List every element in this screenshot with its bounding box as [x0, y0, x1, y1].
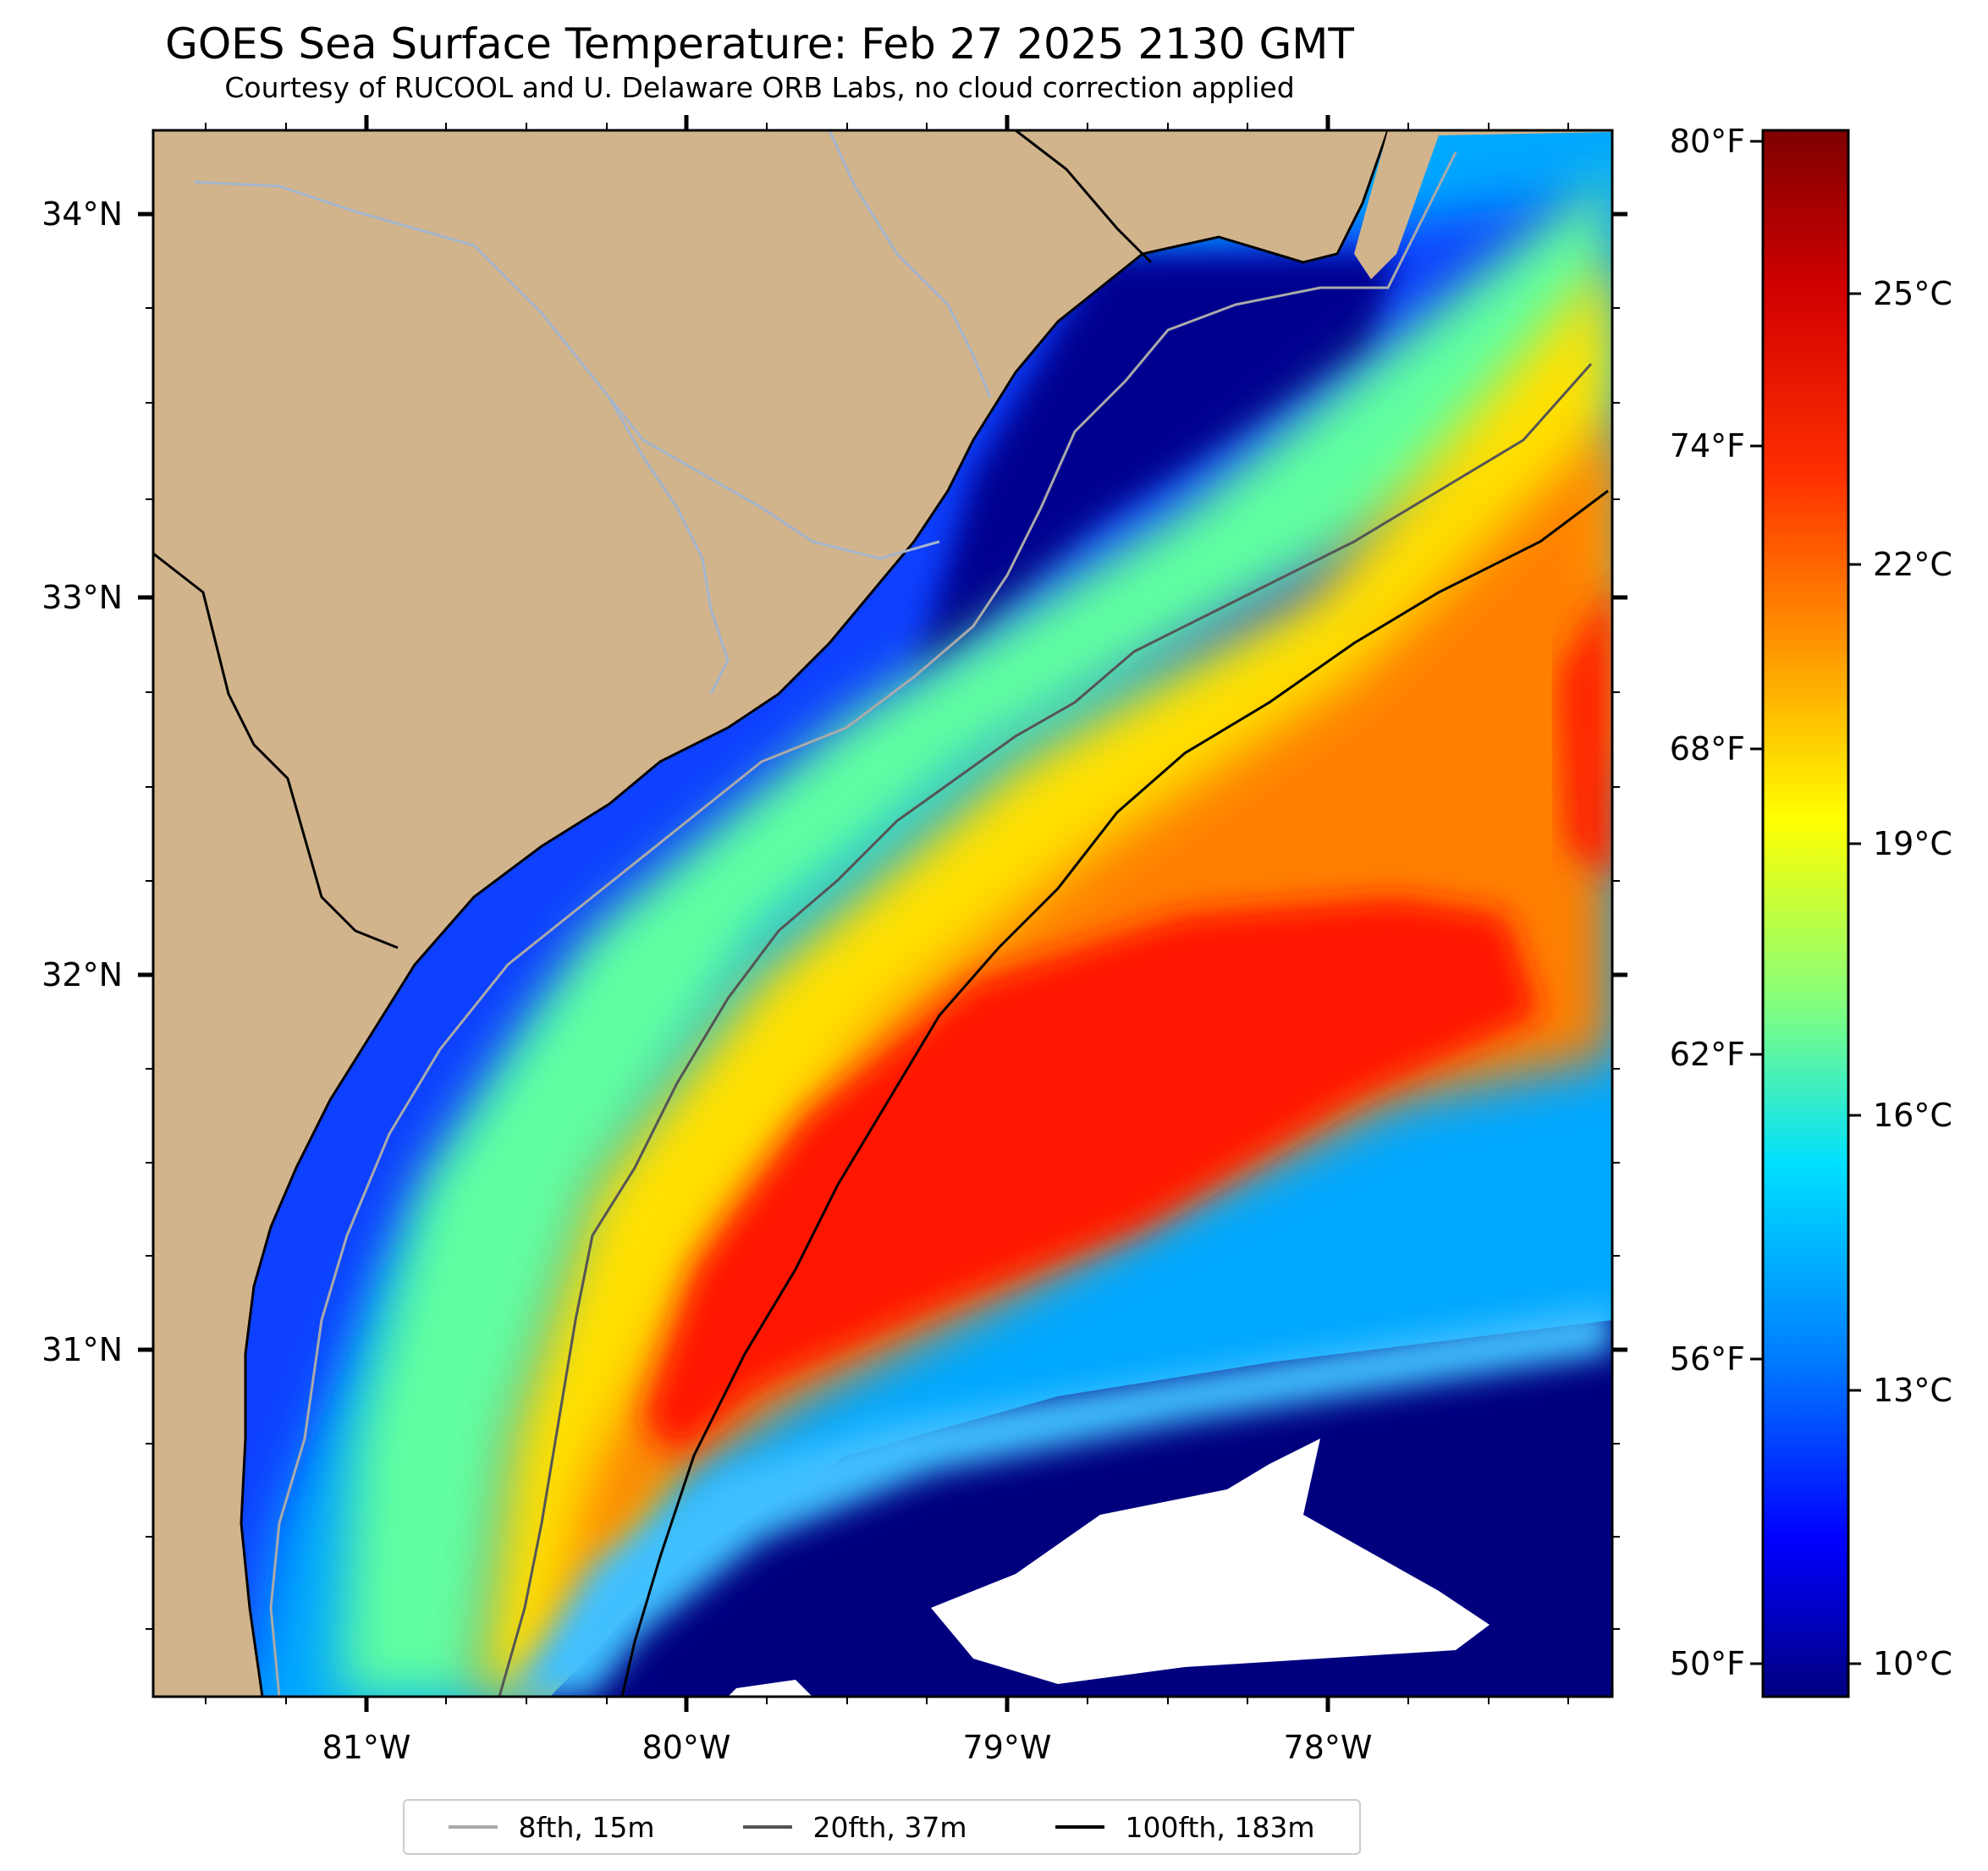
river-north — [828, 130, 992, 399]
colorbar-f-label-74: 74°F — [1670, 427, 1745, 465]
colorbar-f-label-62: 62°F — [1670, 1036, 1745, 1073]
legend-swatch-8fth — [449, 1825, 498, 1829]
legend-item-20fth: 20fth, 37m — [743, 1811, 966, 1844]
colorbar-c-label-13: 13°C — [1873, 1372, 1952, 1409]
legend-item-8fth: 8fth, 15m — [449, 1810, 655, 1844]
lon-label-80: 80°W — [642, 1729, 731, 1766]
cloud-mask-small — [728, 1680, 812, 1697]
legend-swatch-20fth — [743, 1825, 793, 1829]
isobath-legend: 8fth, 15m 20fth, 37m 100fth, 183m — [403, 1799, 1361, 1855]
colorbar-c-label-22: 22°C — [1873, 546, 1952, 583]
cold-pocket-north — [914, 254, 1396, 677]
legend-label-20fth: 20fth, 37m — [812, 1810, 967, 1844]
river-branch — [608, 397, 730, 695]
warm-patch-east — [1557, 575, 1612, 880]
lat-label-34: 34°N — [41, 195, 123, 233]
minor-ticks — [146, 123, 1620, 1704]
legend-swatch-100fth — [1055, 1825, 1105, 1829]
frontal-mixing — [508, 1303, 1612, 1697]
colorbar-c-label-19: 19°C — [1873, 825, 1952, 862]
legend-label-8fth: 8fth, 15m — [518, 1810, 655, 1844]
state-border-north — [1015, 130, 1153, 264]
state-border — [153, 552, 399, 949]
lon-label-79: 79°W — [963, 1729, 1052, 1766]
isobath-8fth — [269, 151, 1457, 1697]
legend-item-100fth: 100fth, 183m — [1055, 1811, 1314, 1844]
colorbar-f-label-68: 68°F — [1670, 730, 1745, 768]
shelf-water — [339, 169, 1612, 1697]
map-area — [153, 130, 1612, 1697]
cloud-mask — [931, 1439, 1490, 1684]
map-frame — [151, 129, 1614, 1698]
colorbar-c-label-16: 16°C — [1873, 1097, 1952, 1134]
colorbar-c-label-25: 25°C — [1873, 275, 1952, 312]
lat-label-31: 31°N — [41, 1331, 123, 1368]
lon-label-81: 81°W — [322, 1729, 411, 1766]
land-north — [1354, 130, 1612, 279]
chart-title: GOES Sea Surface Temperature: Feb 27 202… — [165, 19, 1354, 69]
lon-label-78: 78°W — [1284, 1729, 1373, 1766]
lat-label-32: 32°N — [41, 956, 123, 993]
legend-label-100fth: 100fth, 183m — [1125, 1810, 1315, 1844]
major-ticks — [138, 115, 1627, 1712]
isobath-100fth — [620, 489, 1609, 1697]
river — [194, 180, 940, 560]
lat-label-33: 33°N — [41, 579, 123, 616]
colorbar — [1761, 129, 1850, 1698]
isobath-20fth — [498, 363, 1593, 1697]
colorbar-f-label-50: 50°F — [1670, 1645, 1745, 1682]
colorbar-c-label-10: 10°C — [1873, 1645, 1952, 1682]
colorbar-f-label-56: 56°F — [1670, 1340, 1745, 1378]
chart-subtitle: Courtesy of RUCOOL and U. Delaware ORB L… — [224, 71, 1295, 104]
land — [153, 130, 1390, 1697]
gulf-stream-core — [643, 897, 1540, 1456]
colorbar-ticks — [1750, 140, 1861, 1665]
colorbar-f-label-80: 80°F — [1670, 123, 1745, 160]
